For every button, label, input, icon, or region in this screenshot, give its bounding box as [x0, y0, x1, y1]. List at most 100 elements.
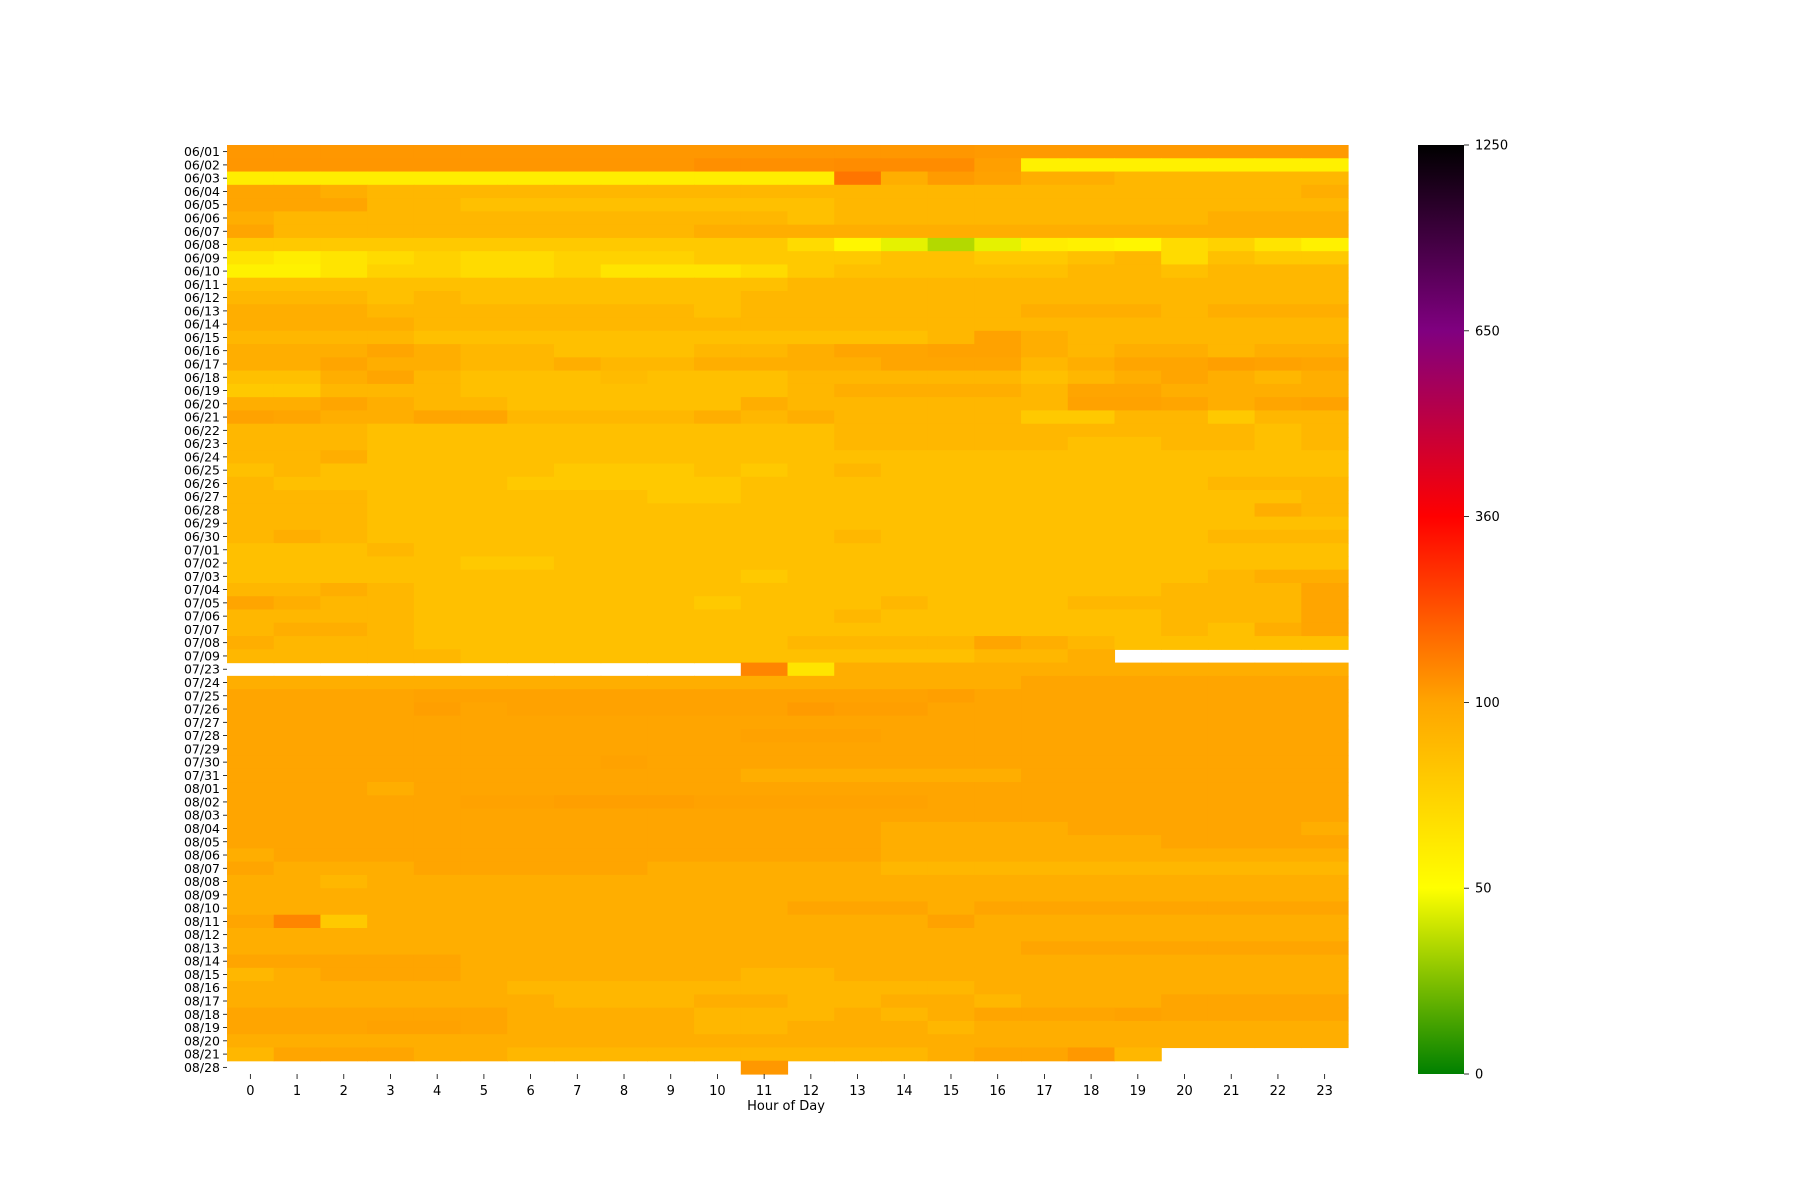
x-tick-label: 5 — [480, 1084, 488, 1099]
heatmap-cell — [1114, 251, 1162, 266]
heatmap-cell — [694, 1047, 742, 1062]
heatmap-cell — [553, 251, 602, 266]
heatmap-cell — [1207, 463, 1256, 478]
heatmap-cell — [1161, 689, 1209, 703]
heatmap-cell — [834, 662, 882, 677]
heatmap-cell — [1254, 463, 1302, 478]
heatmap-cell — [740, 742, 789, 757]
heatmap-cell — [600, 609, 648, 624]
heatmap-cell — [927, 516, 975, 531]
heatmap-cell — [927, 689, 975, 703]
heatmap-cell — [1254, 264, 1302, 279]
heatmap-cell — [320, 795, 368, 810]
x-tick-label: 21 — [1223, 1084, 1240, 1099]
heatmap-cell — [1067, 556, 1116, 571]
heatmap-cell — [834, 954, 882, 969]
heatmap-cell — [927, 317, 975, 332]
heatmap-cell — [600, 582, 648, 597]
heatmap-cell — [927, 715, 975, 730]
heatmap-cell — [1207, 728, 1256, 743]
heatmap-cell — [507, 450, 555, 465]
heatmap-cell — [1207, 742, 1256, 757]
heatmap-cell — [1301, 1007, 1349, 1022]
heatmap-cell — [1021, 198, 1069, 212]
heatmap-cell — [600, 171, 648, 186]
heatmap-cell — [880, 928, 929, 942]
heatmap-cell — [1301, 901, 1349, 916]
colorbar-tick-label: 360 — [1475, 510, 1500, 525]
heatmap-cell — [600, 821, 648, 836]
heatmap-cell — [367, 436, 415, 451]
heatmap-cell — [880, 874, 929, 889]
heatmap-cell — [927, 861, 975, 876]
heatmap-cell — [1021, 928, 1069, 942]
heatmap-cell — [1301, 503, 1349, 518]
heatmap-cell — [694, 928, 742, 942]
y-tick-label: 07/05 — [184, 595, 220, 610]
heatmap-cell — [1067, 967, 1116, 982]
heatmap-cell — [1301, 357, 1349, 372]
heatmap-cell — [1301, 237, 1349, 252]
heatmap-cell — [1254, 622, 1302, 637]
heatmap-cell — [1207, 529, 1256, 544]
heatmap-cell — [227, 636, 275, 650]
heatmap-cell — [694, 675, 742, 690]
heatmap-cell — [1207, 1034, 1256, 1049]
heatmap-cell — [1207, 503, 1256, 518]
heatmap-cell — [1067, 1020, 1116, 1035]
heatmap-cell — [1301, 888, 1349, 903]
heatmap-cell — [1254, 835, 1302, 849]
heatmap-cell — [927, 224, 975, 239]
heatmap-cell — [1301, 224, 1349, 239]
y-tick-label: 06/30 — [184, 529, 220, 544]
heatmap-cell — [1161, 662, 1209, 677]
heatmap-cell — [367, 503, 415, 518]
heatmap-cell — [1254, 516, 1302, 531]
heatmap-cell — [787, 649, 835, 664]
heatmap-cell — [1254, 304, 1302, 319]
heatmap-cell — [507, 211, 555, 226]
heatmap-cell — [880, 808, 929, 823]
heatmap-cell — [460, 436, 508, 451]
heatmap-cell — [227, 622, 275, 637]
heatmap-cell — [787, 782, 835, 796]
y-tick-label: 06/24 — [184, 449, 220, 464]
heatmap-cell — [1254, 158, 1302, 173]
heatmap-cell — [694, 145, 742, 159]
heatmap-cell — [507, 569, 555, 584]
heatmap-cell — [413, 702, 462, 717]
heatmap-cell — [834, 344, 882, 358]
heatmap-cell — [320, 582, 368, 597]
heatmap-cell — [787, 357, 835, 372]
heatmap-cell — [507, 397, 555, 412]
heatmap-cell — [1301, 662, 1349, 677]
heatmap-cell — [1021, 556, 1069, 571]
heatmap-cell — [1114, 742, 1162, 757]
heatmap-cell — [1114, 874, 1162, 889]
heatmap-cell — [273, 158, 322, 173]
heatmap-cell — [694, 609, 742, 624]
heatmap-cell — [927, 636, 975, 650]
heatmap-cell — [834, 304, 882, 319]
heatmap-cell — [1161, 397, 1209, 412]
heatmap-cell — [927, 556, 975, 571]
heatmap-cell — [927, 569, 975, 584]
heatmap-cell — [834, 569, 882, 584]
heatmap-cell — [1161, 330, 1209, 345]
heatmap-cell — [413, 251, 462, 266]
heatmap-cell — [227, 264, 275, 279]
heatmap-cell — [460, 914, 508, 929]
heatmap-cell — [227, 649, 275, 664]
x-tick-label: 2 — [340, 1084, 348, 1099]
heatmap-cell — [880, 211, 929, 226]
heatmap-cell — [880, 251, 929, 266]
heatmap-cell — [1114, 888, 1162, 903]
heatmap-cell — [880, 383, 929, 398]
heatmap-cell — [927, 1047, 975, 1062]
heatmap-cell — [1161, 636, 1209, 650]
heatmap-cell — [647, 145, 695, 159]
heatmap-cell — [507, 808, 555, 823]
heatmap-cell — [927, 304, 975, 319]
heatmap-cell — [880, 702, 929, 717]
heatmap-cell — [600, 277, 648, 292]
